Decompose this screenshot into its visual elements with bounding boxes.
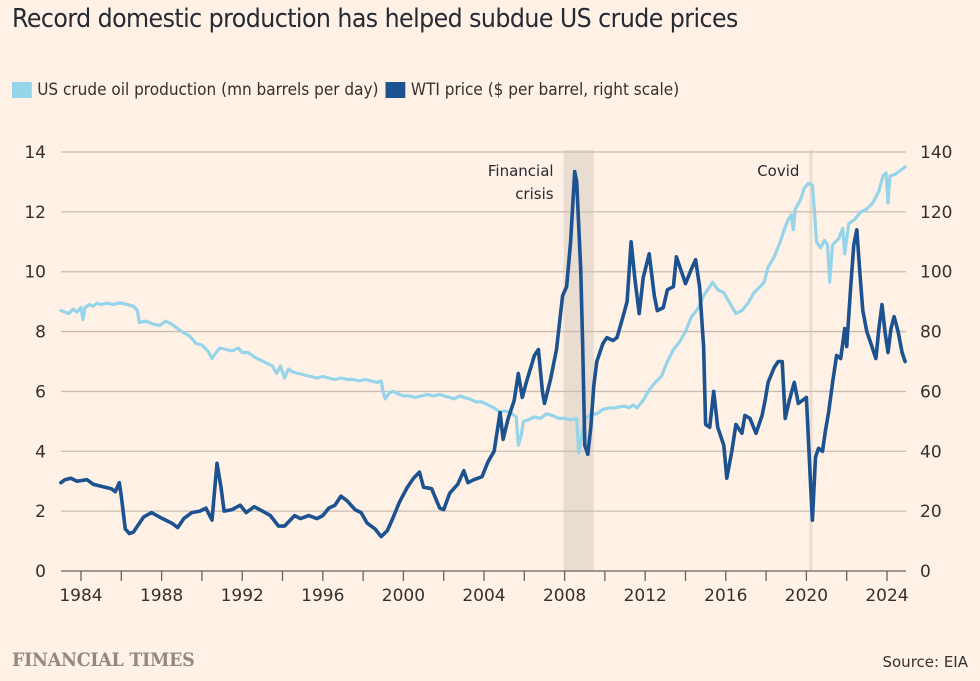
legend-label-wti: WTI price ($ per barrel, right scale) — [410, 80, 680, 100]
x-tick-label: 2020 — [785, 586, 828, 606]
shaded-period-covid — [809, 150, 813, 571]
annotation-covid: Covid — [757, 162, 799, 180]
x-tick-label: 1996 — [301, 586, 344, 606]
right-tick-label: 120 — [920, 203, 952, 223]
left-tick-label: 2 — [35, 502, 46, 522]
x-tick-label: 1984 — [59, 586, 102, 606]
left-tick-label: 12 — [24, 203, 46, 223]
legend-label-production: US crude oil production (mn barrels per … — [37, 80, 379, 100]
x-tick-label: 2008 — [543, 586, 586, 606]
x-tick-label: 2000 — [382, 586, 425, 606]
ft-logo: FINANCIAL TIMES — [12, 649, 195, 671]
series-line-wti-price — [59, 169, 907, 539]
x-tick-label: 1992 — [221, 586, 264, 606]
annotation-financial-crisis: Financial — [488, 162, 554, 180]
x-tick-label: 2012 — [624, 586, 667, 606]
legend: US crude oil production (mn barrels per … — [12, 80, 686, 100]
right-tick-label: 140 — [920, 143, 952, 163]
x-tick-label: 2024 — [865, 586, 908, 606]
left-tick-label: 10 — [24, 263, 46, 283]
source-note: Source: EIA — [882, 653, 968, 671]
legend-swatch-wti — [385, 82, 406, 98]
annotation-financial-crisis: crisis — [515, 185, 554, 203]
legend-item-production: US crude oil production (mn barrels per … — [12, 80, 378, 100]
legend-item-wti: WTI price ($ per barrel, right scale) — [385, 80, 680, 100]
left-tick-label: 4 — [35, 442, 46, 462]
x-tick-label: 1988 — [140, 586, 183, 606]
left-tick-label: 8 — [35, 323, 46, 343]
series-line-production — [59, 165, 907, 455]
right-tick-label: 0 — [920, 562, 931, 582]
left-tick-label: 14 — [24, 143, 46, 163]
right-tick-label: 60 — [920, 382, 942, 402]
left-tick-label: 0 — [35, 562, 46, 582]
right-tick-label: 40 — [920, 442, 942, 462]
x-tick-label: 2004 — [462, 586, 505, 606]
x-tick-label: 2016 — [704, 586, 747, 606]
right-tick-label: 80 — [920, 323, 942, 343]
right-tick-label: 20 — [920, 502, 942, 522]
legend-swatch-production — [12, 82, 32, 98]
chart-title: Record domestic production has helped su… — [12, 4, 738, 34]
left-tick-label: 6 — [35, 382, 46, 402]
right-tick-label: 100 — [920, 263, 952, 283]
